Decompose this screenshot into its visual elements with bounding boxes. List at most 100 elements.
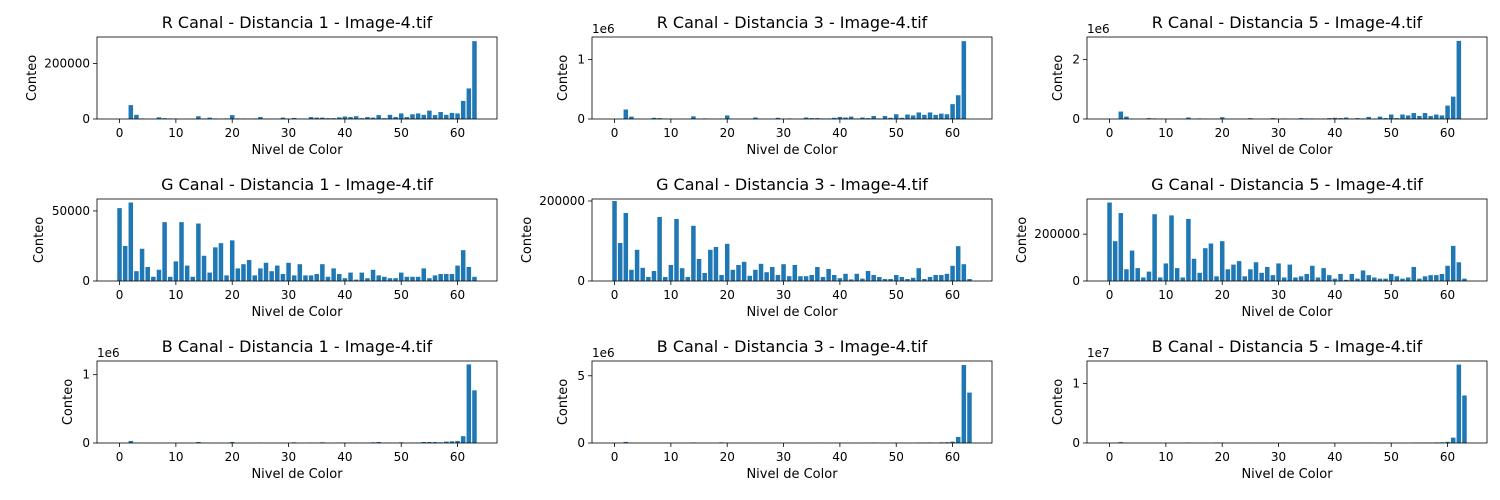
bar [798, 276, 803, 281]
bar [724, 243, 730, 281]
bar [922, 114, 927, 119]
y-axis-label: Conteo [61, 379, 76, 425]
bar [882, 116, 888, 119]
bar [241, 264, 246, 281]
bar [865, 118, 871, 119]
bar [370, 117, 376, 119]
x-tick-label: 50 [889, 450, 904, 464]
bar [899, 277, 905, 281]
bar [218, 243, 224, 281]
x-tick-label: 60 [450, 450, 465, 464]
bar [353, 116, 359, 119]
bar [156, 117, 162, 119]
bar [809, 275, 814, 281]
bar [337, 117, 342, 119]
bar [1462, 278, 1467, 281]
x-tick-label: 10 [663, 126, 678, 140]
bar [1310, 265, 1315, 281]
bar [939, 113, 944, 119]
x-tick-label: 60 [1440, 450, 1455, 464]
x-tick-label: 60 [1440, 126, 1455, 140]
bar [843, 117, 848, 119]
bar [342, 278, 348, 281]
bar [1203, 248, 1208, 281]
bar [623, 109, 629, 119]
bar [472, 390, 477, 443]
chart-panel-6: 0 10 20 30 40 50 60 0 200000 G Canal - Distancia … [1015, 175, 1488, 320]
y-tick-label: 5 [577, 369, 585, 383]
bar [421, 441, 427, 443]
bar [365, 278, 370, 281]
bar [1332, 278, 1338, 281]
bar [455, 113, 460, 119]
bar [207, 272, 212, 281]
bar [1146, 118, 1152, 119]
bar [252, 275, 257, 281]
bar [1411, 113, 1417, 119]
bar [438, 273, 443, 281]
bar [376, 115, 381, 119]
bar [1135, 268, 1140, 281]
bar [1270, 118, 1276, 119]
bar [382, 276, 387, 281]
bar [387, 114, 393, 119]
bar [184, 265, 190, 281]
x-tick-label: 40 [337, 126, 352, 140]
bar [460, 250, 466, 281]
bar [860, 117, 865, 119]
bar [871, 116, 876, 119]
bar [269, 271, 274, 281]
bar [308, 117, 314, 119]
bar [736, 265, 741, 281]
bar [460, 436, 466, 443]
bar [775, 117, 781, 119]
bar [786, 276, 792, 281]
bar [1428, 275, 1433, 281]
bar [376, 441, 381, 443]
bar [1321, 268, 1326, 281]
bar [612, 201, 617, 281]
bar [837, 278, 843, 281]
bar [156, 269, 162, 281]
bar [1445, 441, 1450, 443]
bar [139, 248, 145, 281]
bar [128, 105, 134, 119]
bar [421, 268, 427, 281]
bar [196, 116, 201, 119]
bar [753, 117, 758, 119]
bar [444, 114, 449, 119]
bar [702, 273, 707, 281]
bar [640, 267, 645, 281]
bar [674, 219, 679, 281]
x-tick-label: 60 [450, 288, 465, 302]
bar [1394, 118, 1400, 119]
chart-panel-5: 0 10 20 30 40 50 60 0 200000 G Canal - Distancia … [520, 175, 993, 320]
bar [944, 273, 950, 281]
bar [229, 240, 235, 281]
bar [427, 278, 432, 281]
bar [764, 272, 769, 281]
chart-panel-3: 0 10 20 30 40 50 60 0 2 1e6 R Canal - Distancia 5 … [1051, 13, 1488, 158]
x-tick-label: 20 [1215, 288, 1230, 302]
bar [1456, 262, 1462, 281]
x-tick-label: 10 [1158, 126, 1173, 140]
bar [410, 114, 415, 119]
chart-panel-9: 0 10 20 30 40 50 60 0 1 1e7 B Canal - Distancia 5 … [1051, 337, 1488, 482]
chart-title: B Canal - Distancia 3 - Image-4.tif [657, 337, 928, 356]
bar [1338, 118, 1343, 119]
y-tick-label: 200000 [44, 56, 90, 70]
x-tick-label: 10 [1158, 288, 1173, 302]
bar [1191, 258, 1197, 281]
y-tick-label: 1 [577, 53, 585, 67]
bar [629, 116, 634, 119]
bar [967, 392, 972, 443]
bar [803, 276, 809, 281]
bar [1225, 269, 1231, 281]
bar [376, 275, 381, 281]
bar [1383, 118, 1388, 119]
bar [1445, 265, 1450, 281]
bar [1417, 116, 1422, 119]
y-axis-label: Conteo [556, 55, 571, 101]
bar [229, 441, 235, 443]
bar [1377, 278, 1383, 281]
